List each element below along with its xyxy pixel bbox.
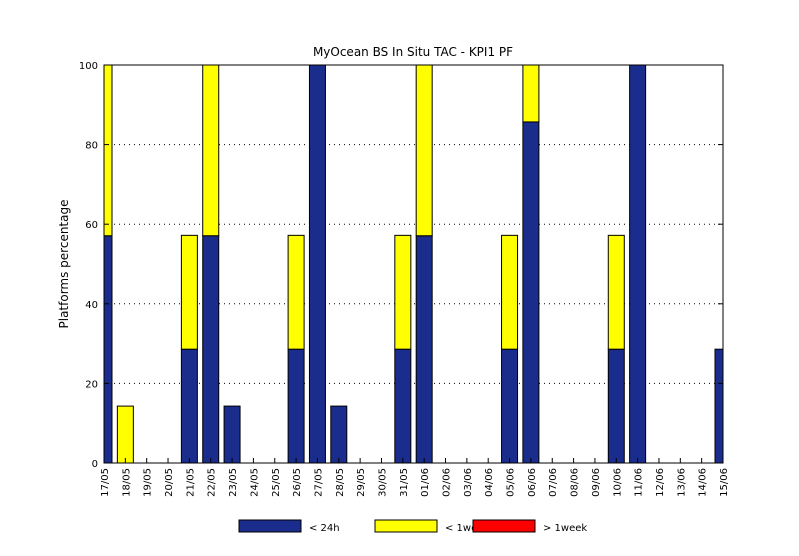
bar-segment bbox=[287, 234, 305, 350]
x-tick-label: 01/06 bbox=[420, 468, 431, 497]
plot-frame bbox=[103, 64, 724, 464]
legend-swatch bbox=[374, 519, 438, 533]
bar-segment bbox=[607, 234, 625, 350]
x-tick-label: 27/05 bbox=[313, 468, 324, 497]
x-tick-label: 05/06 bbox=[506, 468, 517, 497]
x-tick-label: 08/06 bbox=[570, 468, 581, 497]
x-tick-label: 12/06 bbox=[655, 468, 666, 497]
legend-label: > 1week bbox=[543, 523, 587, 534]
x-tick-label: 17/05 bbox=[100, 468, 111, 497]
bar-segment bbox=[104, 65, 113, 237]
x-tick-label: 28/05 bbox=[335, 468, 346, 497]
legend-label: < 1week bbox=[445, 523, 489, 534]
x-tick-label: 22/05 bbox=[207, 468, 218, 497]
y-tick-label: 20 bbox=[85, 379, 98, 390]
y-tick-label: 80 bbox=[85, 141, 98, 152]
bar-segment bbox=[223, 405, 241, 463]
bar-segment bbox=[501, 348, 519, 463]
bar-segment bbox=[104, 235, 113, 463]
y-tick-label: 60 bbox=[85, 220, 98, 231]
legend-swatch bbox=[238, 519, 302, 533]
x-tick-label: 11/06 bbox=[634, 468, 645, 497]
y-axis-label: Platforms percentage bbox=[57, 200, 71, 329]
bar-segment bbox=[180, 348, 198, 463]
x-tick-label: 21/05 bbox=[185, 468, 196, 497]
x-tick-label: 13/06 bbox=[676, 468, 687, 497]
x-tick-label: 09/06 bbox=[591, 468, 602, 497]
x-tick-label: 30/05 bbox=[377, 468, 388, 497]
legend-label: < 24h bbox=[309, 523, 340, 534]
bar-segment bbox=[607, 348, 625, 463]
x-tick-label: 31/05 bbox=[399, 468, 410, 497]
x-tick-label: 07/06 bbox=[548, 468, 559, 497]
bar-segment bbox=[522, 121, 540, 463]
bar-segment bbox=[394, 348, 412, 463]
bar-segment bbox=[202, 235, 220, 463]
x-axis: 17/05 18/05 19/05 20/05 21/05 22/05 23/05 24/05… bbox=[100, 458, 730, 497]
x-tick-label: 19/05 bbox=[143, 468, 154, 497]
x-tick-label: 20/05 bbox=[164, 468, 175, 497]
y-tick-label: 40 bbox=[85, 300, 98, 311]
y-tick-label: 100 bbox=[79, 61, 98, 72]
chart-title: MyOcean BS In Situ TAC - KPI1 PF bbox=[313, 45, 513, 59]
x-tick-label: 03/06 bbox=[463, 468, 474, 497]
y-axis: 0 20 40 60 80 100 bbox=[79, 61, 723, 470]
x-tick-label: 14/06 bbox=[698, 468, 709, 497]
x-tick-label: 10/06 bbox=[612, 468, 623, 497]
bar-group bbox=[104, 65, 723, 463]
legend: < 24h < 1week > 1week bbox=[238, 519, 587, 534]
bar-segment bbox=[180, 234, 198, 350]
bar-segment bbox=[308, 65, 326, 463]
x-tick-label: 04/06 bbox=[484, 468, 495, 497]
x-tick-label: 23/05 bbox=[228, 468, 239, 497]
bar-segment bbox=[522, 65, 540, 123]
bar-segment bbox=[415, 235, 433, 463]
bar-segment bbox=[714, 348, 723, 463]
legend-swatch bbox=[472, 519, 536, 533]
bar-segment bbox=[629, 65, 647, 463]
x-tick-label: 26/05 bbox=[292, 468, 303, 497]
x-tick-label: 25/05 bbox=[271, 468, 282, 497]
bar-segment bbox=[116, 405, 134, 463]
x-tick-label: 06/06 bbox=[527, 468, 538, 497]
bar-segment bbox=[394, 234, 412, 350]
bar-segment bbox=[415, 65, 433, 237]
x-tick-label: 15/06 bbox=[719, 468, 730, 497]
bar-segment bbox=[202, 65, 220, 237]
x-tick-label: 29/05 bbox=[356, 468, 367, 497]
bars bbox=[104, 65, 723, 463]
x-tick-label: 24/05 bbox=[249, 468, 260, 497]
bar-segment bbox=[287, 348, 305, 463]
x-tick-label: 02/06 bbox=[442, 468, 453, 497]
bar-segment bbox=[501, 234, 519, 350]
bar-segment bbox=[330, 405, 348, 463]
y-tick-label: 0 bbox=[92, 459, 98, 470]
x-tick-label: 18/05 bbox=[121, 468, 132, 497]
